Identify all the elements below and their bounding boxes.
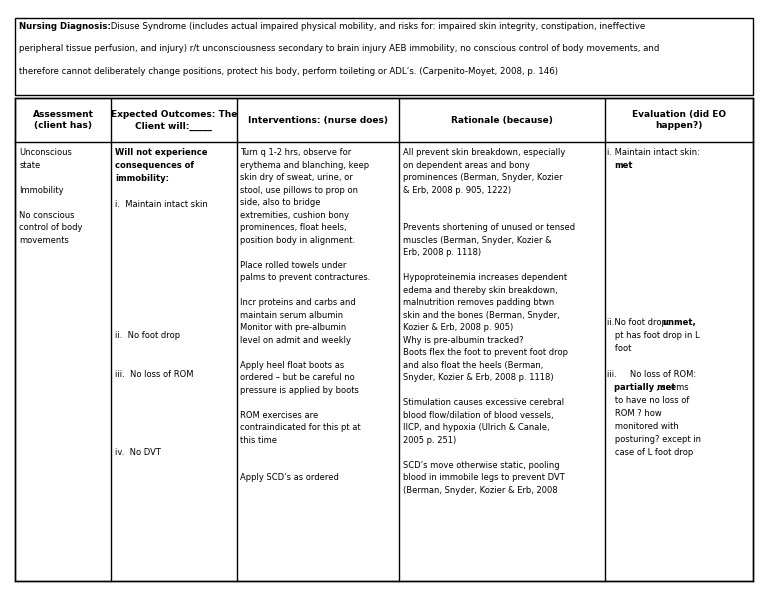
Text: immobility:: immobility: bbox=[115, 174, 169, 183]
FancyBboxPatch shape bbox=[15, 18, 753, 95]
Text: posturing? except in: posturing? except in bbox=[607, 435, 701, 444]
Text: iii.     No loss of ROM:: iii. No loss of ROM: bbox=[607, 370, 697, 379]
Text: Will not experience: Will not experience bbox=[115, 148, 207, 157]
Text: Unconscious
state

Immobility

No conscious
control of body
movements: Unconscious state Immobility No consciou… bbox=[19, 148, 83, 245]
Text: peripheral tissue perfusion, and injury) r/t unconsciousness secondary to brain : peripheral tissue perfusion, and injury)… bbox=[19, 44, 660, 53]
Text: Turn q 1-2 hrs, observe for
erythema and blanching, keep
skin dry of sweat, urin: Turn q 1-2 hrs, observe for erythema and… bbox=[240, 148, 371, 482]
Text: ii.  No foot drop: ii. No foot drop bbox=[115, 331, 180, 340]
Text: met: met bbox=[614, 161, 632, 170]
Text: Expected Outcomes: The
Client will:_____: Expected Outcomes: The Client will:_____ bbox=[111, 110, 237, 130]
Text: ii.No foot drop:: ii.No foot drop: bbox=[607, 318, 673, 327]
Text: iii.  No loss of ROM: iii. No loss of ROM bbox=[115, 370, 194, 379]
Text: case of L foot drop: case of L foot drop bbox=[607, 448, 694, 457]
Text: partially met: partially met bbox=[614, 383, 675, 392]
Text: Rationale (because): Rationale (because) bbox=[451, 116, 553, 125]
Text: consequences of: consequences of bbox=[115, 161, 194, 170]
Text: Interventions: (nurse does): Interventions: (nurse does) bbox=[247, 116, 388, 125]
Text: i.  Maintain intact skin: i. Maintain intact skin bbox=[115, 200, 208, 209]
Text: i. Maintain intact skin:: i. Maintain intact skin: bbox=[607, 148, 700, 157]
Text: therefore cannot deliberately change positions, protect his body, perform toilet: therefore cannot deliberately change pos… bbox=[19, 67, 558, 76]
Text: Disuse Syndrome (includes actual impaired physical mobility, and risks for: impa: Disuse Syndrome (includes actual impaire… bbox=[108, 22, 645, 31]
Text: ROM ? how: ROM ? how bbox=[607, 409, 662, 418]
Text: unmet,: unmet, bbox=[662, 318, 696, 327]
Text: Nursing Diagnosis:: Nursing Diagnosis: bbox=[19, 22, 111, 31]
Text: to have no loss of: to have no loss of bbox=[607, 396, 690, 405]
FancyBboxPatch shape bbox=[15, 98, 753, 581]
Text: Evaluation (did EO
happen?): Evaluation (did EO happen?) bbox=[632, 110, 726, 130]
Text: foot: foot bbox=[607, 344, 632, 353]
Text: monitored with: monitored with bbox=[607, 422, 679, 431]
Text: iv.  No DVT: iv. No DVT bbox=[115, 448, 161, 457]
Text: All prevent skin breakdown, especially
on dependent areas and bony
prominences (: All prevent skin breakdown, especially o… bbox=[402, 148, 574, 495]
Text: , seems: , seems bbox=[656, 383, 688, 392]
Text: pt has foot drop in L: pt has foot drop in L bbox=[607, 331, 700, 340]
Text: Assessment
(client has): Assessment (client has) bbox=[33, 110, 94, 130]
